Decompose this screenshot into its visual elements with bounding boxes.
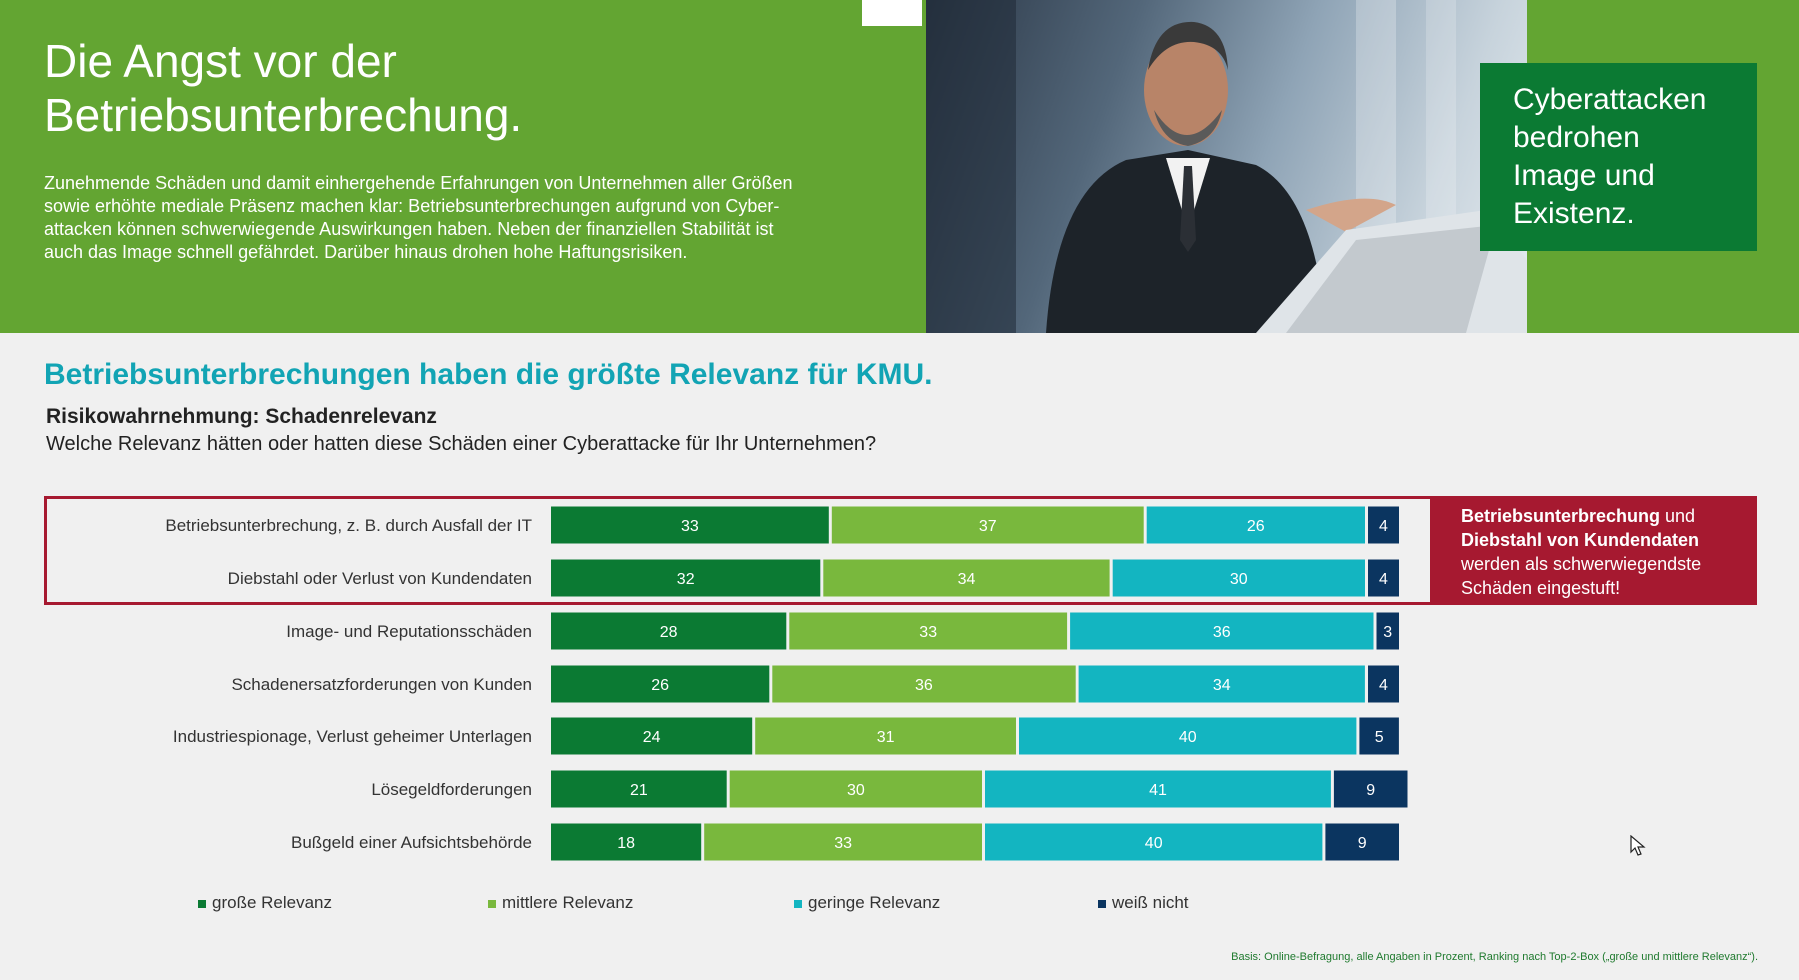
bar-segment-geringe-relevanz (985, 823, 1323, 861)
hero-white-notch (862, 0, 922, 26)
hero-banner: Die Angst vor der Betriebsunterbrechung.… (0, 0, 1799, 333)
bar-segment-geringe-relevanz (1019, 717, 1357, 755)
bar-segment-weiß-nicht (1359, 717, 1399, 755)
legend-item-geringe-relevanz: geringe Relevanz (794, 893, 940, 913)
chart-legend: große Relevanz mittlere Relevanz geringe R… (0, 893, 1799, 917)
bar-value-label: 41 (1149, 782, 1167, 799)
bar-segment-geringe-relevanz (1112, 559, 1365, 597)
legend-swatch (198, 899, 206, 908)
mouse-cursor-icon (1630, 835, 1646, 856)
bar-value-label: 24 (643, 729, 661, 746)
legend-item-mittlere-relevanz: mittlere Relevanz (488, 893, 633, 913)
bar-segment-geringe-relevanz (1078, 665, 1365, 703)
callout-text-2: werden als schwerwiegendste Schäden eing… (1461, 554, 1702, 598)
bar-value-label: 37 (979, 518, 997, 535)
category-label: Diebstahl oder Verlust von Kundendaten (228, 569, 532, 588)
bar-value-label: 28 (660, 624, 678, 641)
hero-intro-text: Zunehmende Schäden und damit einhergehen… (44, 173, 793, 262)
legend-swatch (488, 899, 496, 908)
bar-segment-große-relevanz (551, 770, 727, 808)
category-label: Betriebsunterbrechung, z. B. durch Ausfa… (165, 516, 532, 535)
chart-subtitle: Welche Relevanz hätten oder hatten diese… (46, 433, 877, 455)
bar-value-label: 36 (1213, 624, 1231, 641)
category-label: Schadenersatzforderungen von Kunden (231, 675, 532, 694)
bar-value-label: 33 (681, 518, 699, 535)
bar-segment-mittlere-relevanz (704, 823, 982, 861)
legend-label: weiß nicht (1112, 893, 1189, 912)
bar-value-label: 33 (834, 835, 852, 852)
bar-value-label: 4 (1379, 677, 1388, 694)
businessman-illustration (926, 0, 1527, 333)
bar-segment-große-relevanz (551, 612, 787, 650)
bar-segment-geringe-relevanz (1146, 506, 1365, 544)
bar-segment-weiß-nicht (1376, 612, 1399, 650)
section-heading: Betriebsunterbrechungen haben die größte… (44, 358, 933, 391)
legend-label: große Relevanz (212, 893, 333, 912)
bar-value-label: 18 (617, 835, 635, 852)
bar-value-label: 5 (1375, 729, 1384, 746)
callout-bold-2: Diebstahl von Kundendaten (1461, 530, 1700, 550)
bar-value-label: 40 (1179, 729, 1197, 746)
category-label: Industriespionage, Verlust geheimer Unte… (173, 727, 532, 746)
bar-segment-große-relevanz (551, 823, 702, 861)
legend-item-weiß-nicht: weiß nicht (1098, 893, 1189, 913)
bar-segment-mittlere-relevanz (831, 506, 1144, 544)
callout-bold-1: Betriebsunterbrechung (1461, 506, 1661, 526)
bar-value-label: 4 (1379, 571, 1388, 588)
hero-title: Die Angst vor der Betriebsunterbrechung. (44, 35, 523, 141)
legend-swatch (794, 899, 802, 908)
highlight-callout: Betriebsunterbrechung und Diebstahl von … (1431, 496, 1757, 605)
legend-swatch (1098, 899, 1106, 908)
bar-segment-große-relevanz (551, 506, 829, 544)
category-label: Lösegeldforderungen (371, 780, 532, 799)
businessman-photo (926, 0, 1527, 333)
bar-segment-weiß-nicht (1368, 665, 1399, 703)
bar-segment-weiß-nicht (1368, 559, 1399, 597)
bar-value-label: 34 (958, 571, 976, 588)
bar-segment-mittlere-relevanz (729, 770, 982, 808)
bar-segment-weiß-nicht (1325, 823, 1399, 861)
callout-text-1: und (1660, 506, 1696, 526)
bar-value-label: 34 (1213, 677, 1231, 694)
bar-value-label: 4 (1379, 518, 1388, 535)
bar-segment-große-relevanz (551, 717, 753, 755)
category-label: Image- und Reputationsschäden (286, 622, 532, 641)
chart-title: Risikowahrnehmung: Schadenrelevanz (46, 405, 437, 428)
bar-value-label: 21 (630, 782, 648, 799)
bar-segment-mittlere-relevanz (823, 559, 1110, 597)
bar-value-label: 30 (847, 782, 865, 799)
bar-value-label: 9 (1358, 835, 1367, 852)
bar-value-label: 32 (677, 571, 695, 588)
category-label: Bußgeld einer Aufsichtsbehörde (291, 833, 532, 852)
bar-segment-geringe-relevanz (985, 770, 1331, 808)
bar-value-label: 3 (1383, 624, 1392, 641)
bar-value-label: 26 (651, 677, 669, 694)
bar-value-label: 36 (915, 677, 933, 694)
bar-segment-weiß-nicht (1368, 506, 1399, 544)
bar-segment-geringe-relevanz (1070, 612, 1374, 650)
bar-value-label: 26 (1247, 518, 1265, 535)
footnote: Basis: Online-Befragung, alle Angaben in… (1231, 951, 1758, 963)
bar-value-label: 9 (1366, 782, 1375, 799)
legend-label: mittlere Relevanz (502, 893, 634, 912)
bar-segment-große-relevanz (551, 665, 770, 703)
bar-segment-mittlere-relevanz (789, 612, 1068, 650)
legend-label: geringe Relevanz (808, 893, 941, 912)
bar-value-label: 33 (919, 624, 937, 641)
bar-segment-weiß-nicht (1333, 770, 1408, 808)
teaser-box: Cyberattacken bedrohen Image und Existen… (1480, 63, 1757, 251)
legend-item-große-relevanz: große Relevanz (198, 893, 332, 913)
bar-value-label: 31 (877, 729, 895, 746)
bar-segment-mittlere-relevanz (772, 665, 1076, 703)
bar-segment-mittlere-relevanz (755, 717, 1016, 755)
bar-value-label: 40 (1145, 835, 1163, 852)
bar-value-label: 30 (1230, 571, 1248, 588)
bar-segment-große-relevanz (551, 559, 821, 597)
